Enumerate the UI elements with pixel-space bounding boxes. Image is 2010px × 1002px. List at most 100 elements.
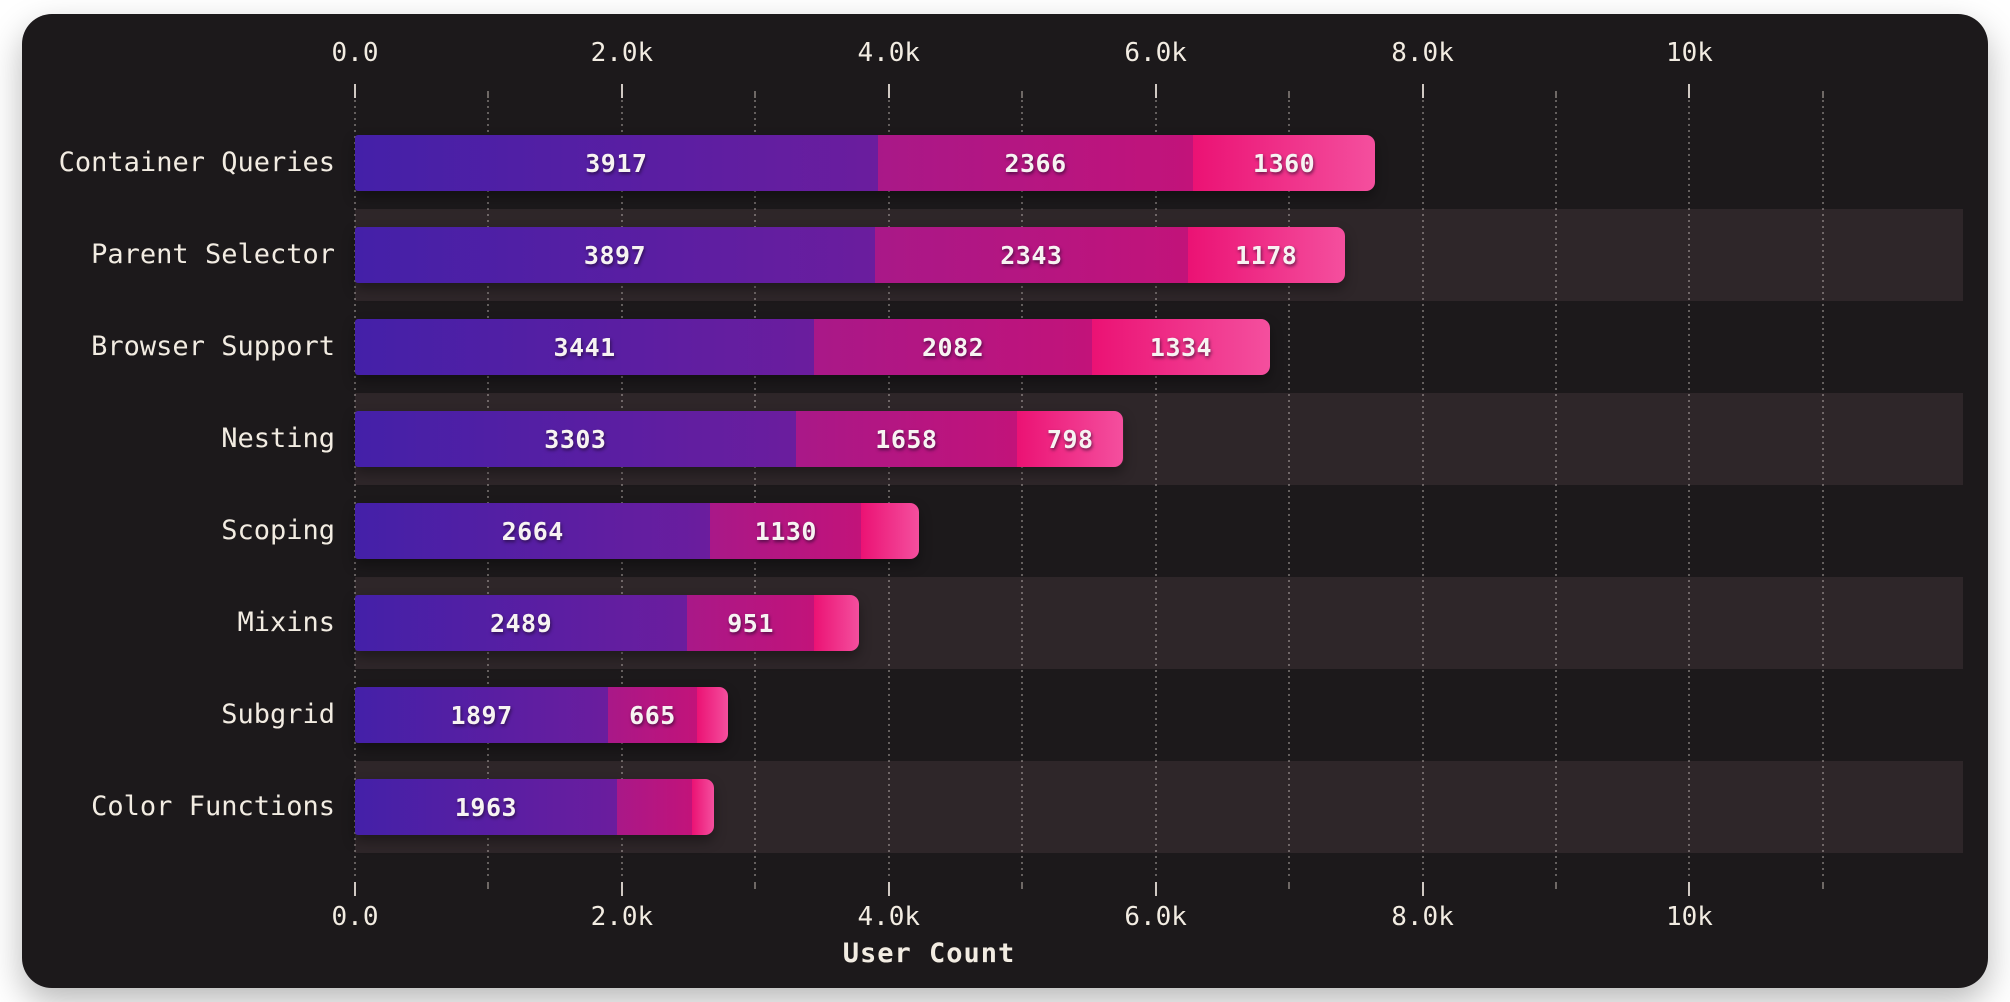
tick-mark	[1288, 882, 1291, 889]
bar-value-label: 2489	[489, 608, 553, 638]
tick-mark	[354, 84, 356, 98]
x-tick-label: 4.0k	[857, 902, 921, 932]
tick-mark	[887, 84, 890, 98]
bar-value-label: 2343	[1000, 240, 1063, 270]
bar-segment[interactable]: 2489	[355, 595, 688, 651]
bar-segment[interactable]: 2343	[875, 227, 1188, 283]
bar-value-label: 1658	[875, 424, 938, 454]
bar-segment[interactable]: 1334	[1092, 319, 1270, 375]
stacked-bar: 3897 2343 1178	[355, 227, 1345, 283]
gridline	[887, 100, 890, 880]
bar-value-label: 2664	[501, 516, 564, 546]
bar-value-label: 665	[629, 700, 676, 730]
bar-segment[interactable]	[861, 503, 919, 559]
bar-segment[interactable]: 3897	[355, 227, 876, 283]
tick-mark	[487, 91, 490, 98]
stacked-bar: 2664 1130	[355, 503, 919, 559]
gridline	[1288, 100, 1291, 880]
bar-segment[interactable]: 1897	[355, 687, 609, 743]
bar-segment[interactable]: 798	[1017, 411, 1124, 467]
gridline	[1021, 100, 1024, 880]
tick-mark	[1421, 84, 1424, 98]
bar-value-label: 3303	[544, 424, 607, 454]
bar-segment[interactable]: 2664	[355, 503, 711, 559]
category-label: Color Functions	[91, 791, 335, 822]
tick-mark	[1821, 91, 1824, 98]
gridline	[354, 100, 356, 880]
bar-value-label: 1897	[450, 700, 513, 730]
bar-value-label: 1963	[454, 792, 518, 822]
gridline	[1421, 100, 1424, 880]
tick-mark	[1554, 91, 1557, 98]
tick-mark	[1554, 882, 1557, 889]
tick-mark	[354, 882, 356, 896]
x-tick-label: 0.0	[331, 902, 379, 932]
bar-segment[interactable]	[616, 779, 692, 835]
tick-mark	[1421, 882, 1424, 896]
bar-segment[interactable]: 2366	[877, 135, 1194, 191]
category-label: Parent Selector	[91, 239, 335, 270]
tick-mark	[1154, 882, 1157, 896]
tick-mark	[487, 882, 490, 889]
x-tick-label: 4.0k	[857, 38, 921, 68]
category-label: Nesting	[221, 423, 335, 454]
stacked-bar: 3441 2082 1334	[355, 319, 1270, 375]
tick-mark	[754, 882, 757, 889]
gridline	[487, 100, 490, 880]
bar-segment[interactable]: 3917	[355, 135, 878, 191]
bar-segment[interactable]: 1963	[355, 779, 617, 835]
tick-mark	[620, 84, 623, 98]
category-label: Container Queries	[58, 147, 335, 178]
gridline	[1554, 100, 1557, 880]
bar-value-label: 951	[727, 608, 774, 638]
category-label: Browser Support	[91, 331, 335, 362]
category-label: Scoping	[221, 515, 335, 546]
gridline	[1821, 100, 1824, 880]
x-tick-label: 8.0k	[1391, 38, 1454, 68]
stacked-bar: 1963	[355, 779, 715, 835]
x-tick-label: 0.0	[331, 38, 379, 68]
bar-segment[interactable]	[696, 687, 728, 743]
bar-segment[interactable]: 1130	[710, 503, 862, 559]
gridline	[1154, 100, 1157, 880]
tick-mark	[887, 882, 890, 896]
bar-value-label: 1360	[1253, 148, 1316, 178]
bar-segment[interactable]: 1360	[1193, 135, 1375, 191]
gridline	[754, 100, 757, 880]
bar-segment[interactable]: 3303	[355, 411, 796, 467]
tick-mark	[1688, 882, 1691, 896]
tick-mark	[754, 91, 757, 98]
bar-segment[interactable]: 951	[687, 595, 815, 651]
category-label: Mixins	[237, 607, 335, 638]
tick-mark	[1821, 882, 1824, 889]
bar-segment[interactable]	[814, 595, 860, 651]
x-axis-title: User Count	[842, 938, 1016, 969]
stacked-bar: 3917 2366 1360	[355, 135, 1375, 191]
bar-segment[interactable]	[691, 779, 715, 835]
bar-value-label: 1130	[754, 516, 817, 546]
tick-mark	[1288, 91, 1291, 98]
bar-value-label: 2366	[1004, 148, 1067, 178]
tick-mark	[1688, 84, 1691, 98]
x-tick-label: 10k	[1665, 902, 1713, 932]
bar-segment[interactable]: 1658	[795, 411, 1017, 467]
bar-segment[interactable]: 665	[608, 687, 697, 743]
bar-value-label: 3441	[553, 332, 616, 362]
bar-value-label: 3897	[583, 240, 647, 270]
tick-mark	[1021, 91, 1024, 98]
bar-value-label: 1178	[1235, 240, 1298, 270]
stacked-bar: 3303 1658 798	[355, 411, 1124, 467]
bar-segment[interactable]: 1178	[1187, 227, 1345, 283]
stacked-bar: 1897 665	[355, 687, 728, 743]
bar-segment[interactable]: 3441	[355, 319, 815, 375]
gridline	[1688, 100, 1691, 880]
x-tick-label: 6.0k	[1124, 902, 1187, 932]
x-tick-label: 6.0k	[1124, 38, 1187, 68]
bar-segment[interactable]: 2082	[814, 319, 1092, 375]
x-tick-label: 8.0k	[1391, 902, 1454, 932]
bar-value-label: 2082	[921, 332, 985, 362]
x-tick-label: 2.0k	[590, 38, 654, 68]
stacked-bar: 2489 951	[355, 595, 860, 651]
bar-value-label: 798	[1046, 424, 1094, 454]
